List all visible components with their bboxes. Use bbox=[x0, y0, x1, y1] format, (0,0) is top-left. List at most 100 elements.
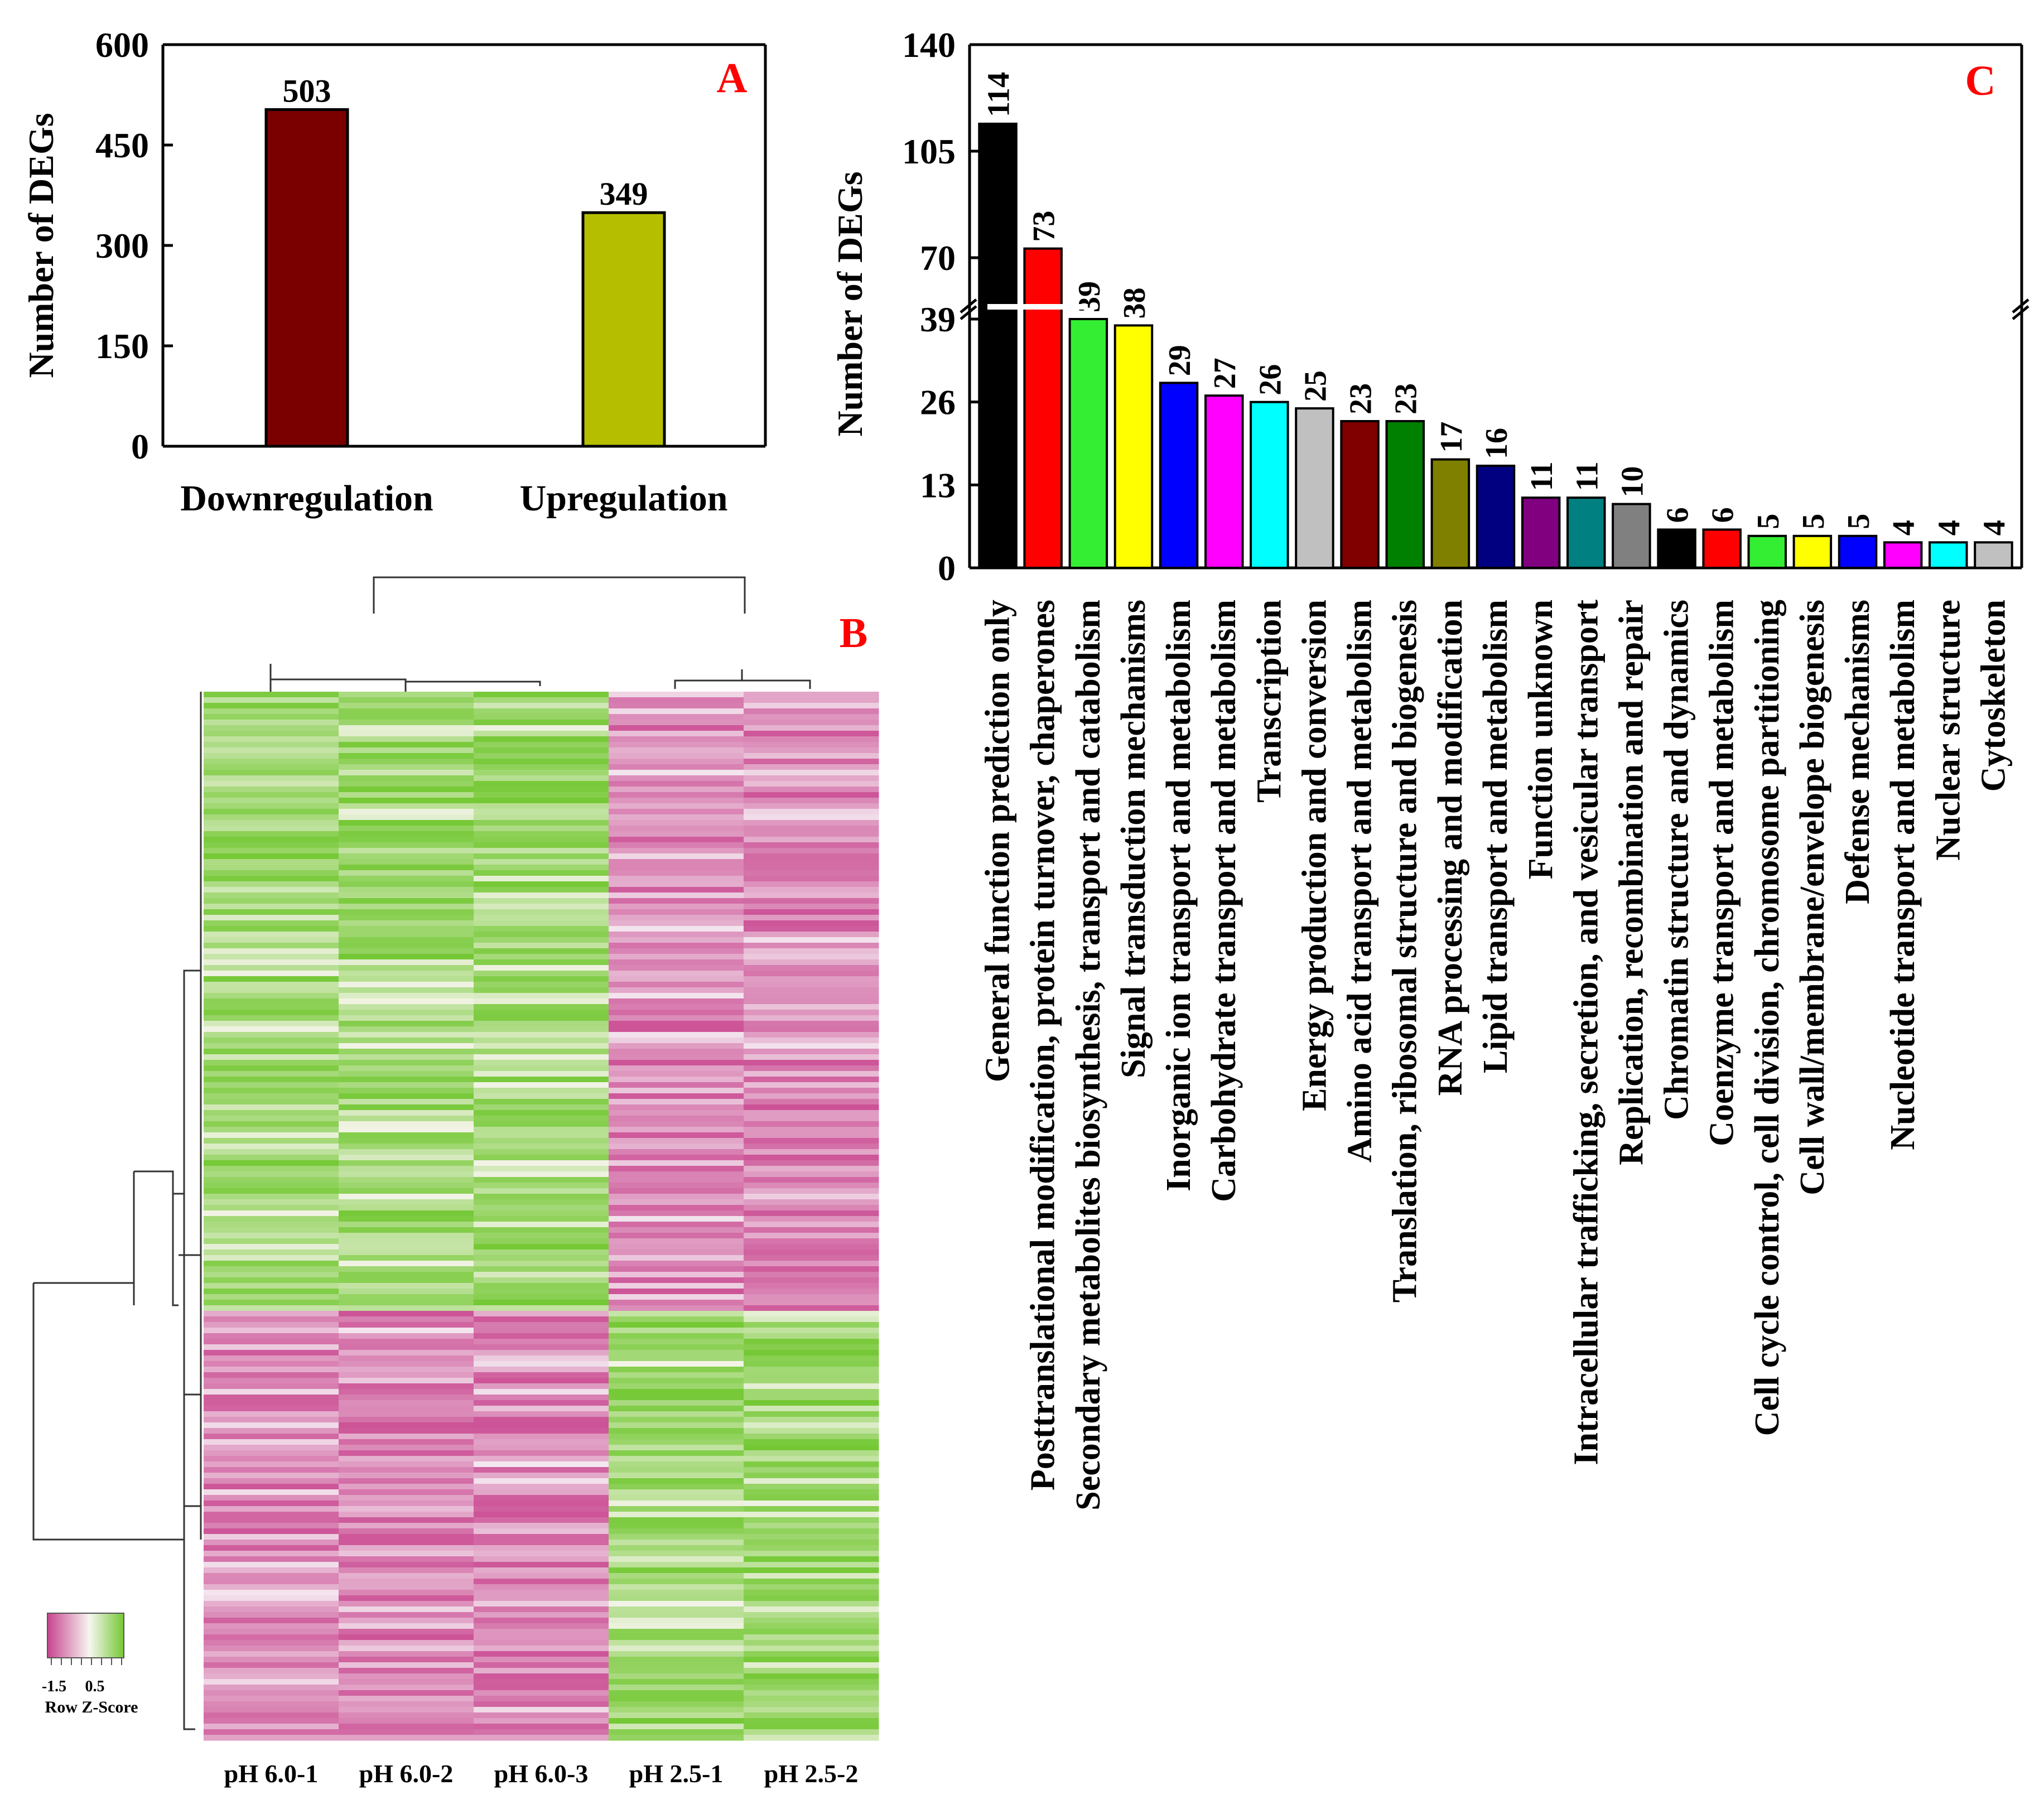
panel-c-bar bbox=[1159, 382, 1199, 570]
heatmap-cell bbox=[339, 1082, 474, 1088]
heatmap-cell bbox=[339, 876, 474, 882]
heatmap-cell bbox=[744, 1724, 879, 1730]
heatmap-cell bbox=[474, 764, 609, 770]
heatmap-cell bbox=[609, 959, 744, 966]
panel-c-bar bbox=[1974, 541, 2013, 569]
heatmap-cell bbox=[474, 971, 609, 977]
heatmap-cell bbox=[744, 742, 879, 748]
heatmap-cell bbox=[339, 1456, 474, 1462]
heatmap-cell bbox=[744, 1417, 879, 1423]
heatmap-cell bbox=[744, 781, 879, 787]
heatmap-cell bbox=[609, 826, 744, 832]
heatmap-cell bbox=[609, 1322, 744, 1328]
heatmap-cell bbox=[339, 948, 474, 954]
heatmap-cell bbox=[339, 1227, 474, 1233]
heatmap-cell bbox=[744, 1434, 879, 1440]
heatmap-cell bbox=[339, 982, 474, 988]
heatmap-cell bbox=[204, 1183, 339, 1189]
heatmap-cell bbox=[609, 859, 744, 865]
panel-c-bar bbox=[1929, 541, 1968, 569]
heatmap-cell bbox=[339, 1623, 474, 1629]
heatmap-cell bbox=[339, 1311, 474, 1317]
heatmap-cell bbox=[609, 1484, 744, 1490]
heatmap-cell bbox=[609, 792, 744, 798]
heatmap-cell bbox=[204, 1540, 339, 1546]
heatmap-cell bbox=[609, 1244, 744, 1250]
heatmap-cell bbox=[339, 1573, 474, 1579]
heatmap-cell bbox=[609, 1166, 744, 1172]
heatmap-cell bbox=[609, 1378, 744, 1384]
heatmap-cell bbox=[204, 1690, 339, 1696]
heatmap-cell bbox=[204, 1534, 339, 1540]
heatmap-cell bbox=[339, 1707, 474, 1713]
heatmap-cell bbox=[744, 837, 879, 843]
heatmap-cell bbox=[609, 1255, 744, 1261]
heatmap-cell bbox=[744, 1534, 879, 1540]
heatmap-cell bbox=[339, 1696, 474, 1702]
heatmap-cell bbox=[474, 1372, 609, 1378]
heatmap-cell bbox=[474, 1623, 609, 1629]
heatmap-cell bbox=[204, 1662, 339, 1668]
heatmap-cell bbox=[474, 998, 609, 1005]
heatmap-cell bbox=[339, 1523, 474, 1529]
heatmap-cell bbox=[339, 1300, 474, 1306]
heatmap-cell bbox=[744, 753, 879, 759]
heatmap-cell bbox=[474, 876, 609, 882]
heatmap-cell bbox=[474, 714, 609, 720]
heatmap-cell bbox=[339, 1361, 474, 1367]
heatmap-cell bbox=[609, 742, 744, 748]
heatmap-cells bbox=[204, 692, 879, 1741]
heatmap-cell bbox=[609, 920, 744, 927]
panel-c-label: C bbox=[1965, 57, 1996, 104]
heatmap-cell bbox=[474, 1300, 609, 1306]
heatmap-cell bbox=[744, 1528, 879, 1535]
heatmap-cell bbox=[339, 1629, 474, 1635]
heatmap-cell bbox=[474, 1183, 609, 1189]
heatmap-cell bbox=[609, 998, 744, 1005]
heatmap-cell bbox=[339, 898, 474, 904]
heatmap-cell bbox=[204, 954, 339, 960]
heatmap-cell bbox=[204, 1138, 339, 1144]
heatmap-cell bbox=[609, 736, 744, 742]
heatmap-cell bbox=[609, 1445, 744, 1451]
heatmap-cell bbox=[609, 1712, 744, 1719]
panel-c-data-label: 4 bbox=[1887, 520, 1921, 535]
heatmap-cell bbox=[609, 753, 744, 759]
heatmap-cell bbox=[474, 1651, 609, 1657]
heatmap-cell bbox=[744, 1712, 879, 1719]
heatmap-cell bbox=[744, 1183, 879, 1189]
heatmap-cell bbox=[339, 1651, 474, 1657]
heatmap-cell bbox=[609, 1171, 744, 1178]
panel-c-data-label: 16 bbox=[1479, 428, 1514, 459]
heatmap-cell bbox=[744, 1088, 879, 1094]
heatmap-cell bbox=[609, 971, 744, 977]
heatmap-cell bbox=[744, 1344, 879, 1350]
heatmap-cell bbox=[204, 1467, 339, 1473]
heatmap-cell bbox=[609, 1673, 744, 1680]
heatmap-cell bbox=[474, 1116, 609, 1122]
heatmap-cell bbox=[474, 1724, 609, 1730]
heatmap-cell bbox=[609, 803, 744, 809]
heatmap-cell bbox=[204, 1489, 339, 1495]
heatmap-cell bbox=[474, 720, 609, 726]
heatmap-cell bbox=[474, 1344, 609, 1350]
heatmap-cell bbox=[744, 731, 879, 737]
heatmap-cell bbox=[474, 1489, 609, 1495]
heatmap-cell bbox=[204, 1701, 339, 1707]
heatmap-cell bbox=[474, 1255, 609, 1261]
heatmap-cell bbox=[609, 1584, 744, 1590]
heatmap-cell bbox=[744, 1222, 879, 1228]
heatmap-cell bbox=[744, 1350, 879, 1356]
heatmap-cell bbox=[339, 1445, 474, 1451]
heatmap-cell bbox=[204, 876, 339, 882]
heatmap-cell bbox=[339, 1054, 474, 1060]
heatmap-cell bbox=[474, 982, 609, 988]
heatmap-cell bbox=[474, 1227, 609, 1233]
heatmap-cell bbox=[339, 1043, 474, 1049]
heatmap-cell bbox=[744, 954, 879, 960]
heatmap-cell bbox=[474, 820, 609, 826]
heatmap-cell bbox=[474, 1194, 609, 1200]
heatmap-cell bbox=[204, 915, 339, 921]
heatmap-cell bbox=[744, 1227, 879, 1233]
